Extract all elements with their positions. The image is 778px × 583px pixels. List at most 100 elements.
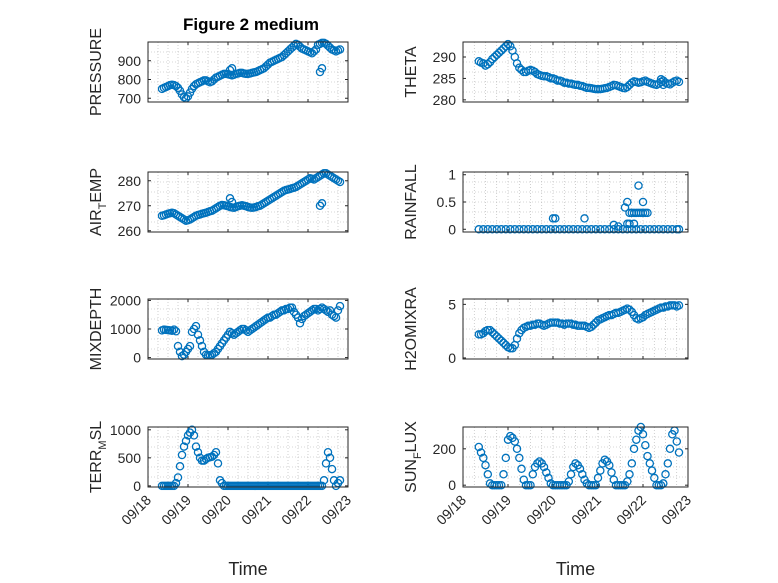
data-point <box>564 225 574 234</box>
data-point <box>638 208 648 218</box>
y-tick-label: 0.5 <box>437 194 457 210</box>
data-point <box>551 225 560 234</box>
data-point <box>293 313 303 322</box>
data-point <box>674 77 684 87</box>
data-point <box>569 225 578 234</box>
data-point <box>169 325 179 334</box>
data-point <box>656 75 666 84</box>
data-point <box>307 306 317 315</box>
data-point <box>335 177 345 187</box>
y-axis-label-subscript: F <box>412 452 424 459</box>
data-point <box>479 453 488 463</box>
data-point <box>625 470 634 479</box>
data-point <box>189 431 199 440</box>
axes-box <box>462 298 689 360</box>
axes-box <box>462 426 689 488</box>
data-point <box>650 473 659 483</box>
subplot-theta: 280 285 290 THETA <box>403 39 689 108</box>
data-point <box>177 450 187 460</box>
y-axis-label-subscript: M <box>97 440 109 449</box>
data-point <box>173 473 183 482</box>
data-point <box>335 45 345 54</box>
data-point <box>488 225 497 234</box>
data-point <box>315 304 325 314</box>
data-point <box>578 225 587 234</box>
y-tick-label: 500 <box>118 450 142 466</box>
data-point <box>481 460 490 470</box>
data-point <box>636 225 646 234</box>
series-markers <box>474 301 684 353</box>
data-point <box>490 330 499 339</box>
data-point <box>616 480 625 490</box>
y-tick-label: 700 <box>118 90 142 106</box>
data-point <box>512 59 522 68</box>
data-point <box>488 54 497 64</box>
data-point <box>501 453 511 463</box>
data-point <box>519 475 529 484</box>
data-point <box>589 320 598 329</box>
data-point <box>665 444 675 454</box>
data-point <box>575 464 585 474</box>
y-tick-label: 260 <box>118 223 142 239</box>
data-point <box>517 464 526 474</box>
data-point <box>551 214 560 223</box>
data-point <box>546 225 556 234</box>
data-point <box>181 436 191 446</box>
y-axis-label: TERRMSL <box>88 421 109 493</box>
data-point <box>323 447 333 457</box>
data-point <box>659 80 668 90</box>
data-point <box>325 453 335 463</box>
data-point <box>544 473 553 483</box>
data-point <box>661 470 670 479</box>
data-point <box>623 197 632 207</box>
x-axis-label: Time <box>556 559 595 579</box>
data-point <box>638 430 648 439</box>
data-point <box>175 462 185 471</box>
data-point <box>241 326 251 335</box>
data-point <box>501 225 511 234</box>
data-point <box>557 480 567 490</box>
data-point <box>672 437 682 446</box>
data-point <box>632 435 641 444</box>
subplot-grid: 700 800 900 PRESSURE 280 285 290 THETA 260 270 280… <box>88 28 694 579</box>
data-point <box>321 459 331 468</box>
data-point <box>213 459 223 468</box>
subplot-air_temp: 260 270 280 AIRTEMP <box>88 168 349 239</box>
data-point <box>497 480 506 490</box>
data-point <box>335 301 345 311</box>
data-point <box>674 448 684 457</box>
y-tick-label: 285 <box>433 70 457 86</box>
axes-box <box>147 298 349 360</box>
data-point <box>521 480 531 490</box>
y-axis-label: H2OMIXRA <box>403 287 420 371</box>
data-point <box>533 459 542 468</box>
data-point <box>519 225 529 234</box>
data-point <box>634 181 643 190</box>
series-markers <box>157 301 345 361</box>
y-axis-label-main: SUN <box>403 459 420 493</box>
data-point <box>625 219 634 229</box>
y-axis-label-rest: LUX <box>403 421 420 452</box>
series-markers <box>474 181 684 234</box>
data-point <box>542 468 551 477</box>
data-point <box>641 225 650 234</box>
data-point <box>623 82 632 92</box>
subplot-rainfall: 0 0.5 1 RAINFALL <box>403 164 689 240</box>
data-point <box>179 442 189 451</box>
y-tick-label: 0 <box>448 350 456 366</box>
data-point <box>609 225 619 234</box>
data-point <box>315 201 325 211</box>
data-point <box>317 199 327 208</box>
data-point <box>185 341 195 351</box>
y-tick-label: 0 <box>133 478 141 494</box>
data-point <box>614 225 623 234</box>
data-point <box>479 225 488 234</box>
data-point <box>179 215 189 224</box>
data-point <box>578 470 587 479</box>
data-point <box>609 475 619 484</box>
data-point <box>537 225 547 234</box>
y-axis-label: MIXDEPTH <box>88 288 105 371</box>
data-point <box>632 225 641 234</box>
data-point <box>526 480 535 490</box>
data-point <box>492 332 502 341</box>
